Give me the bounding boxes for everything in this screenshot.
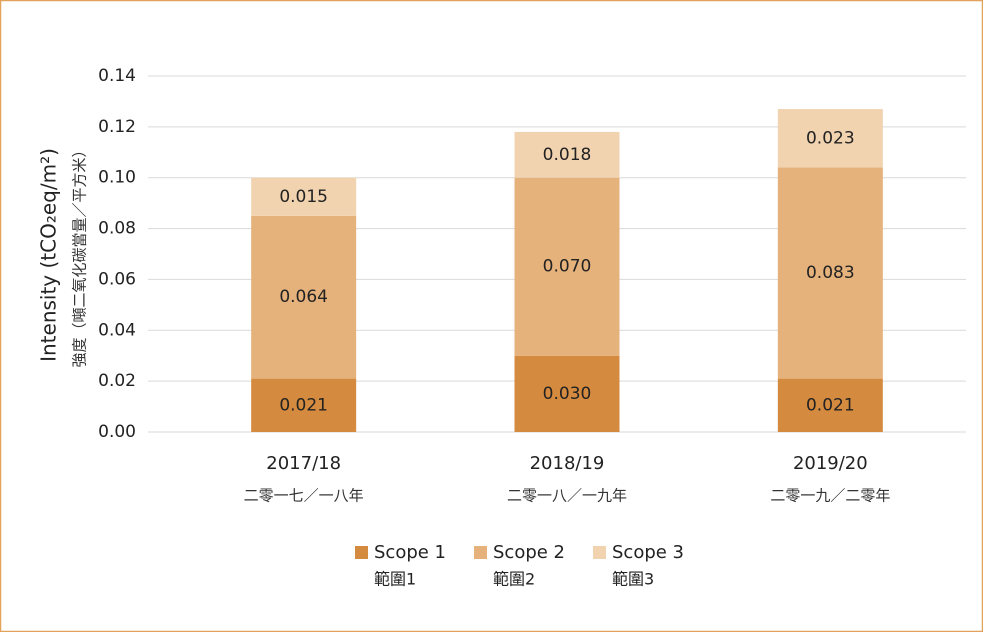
legend-swatch [474,546,487,559]
legend-label: Scope 1 [374,542,446,563]
x-tick-label-zh: 二零一八／一九年 [507,487,627,505]
data-label: 0.030 [543,384,592,404]
bar-segment [777,378,883,432]
data-label: 0.064 [279,287,328,307]
legend-swatch [355,546,368,559]
data-label: 0.015 [279,187,328,207]
x-tick-label: 2018/19 [530,453,605,474]
y-tick-label: 0.06 [98,269,136,289]
bar-segment [251,215,357,379]
y-tick-label: 0.08 [98,219,136,239]
x-tick-label-zh: 二零一七／一八年 [244,487,364,505]
y-tick-label: 0.10 [98,168,136,188]
bar-segment [777,167,883,379]
legend-label-zh: 範圍1 [374,570,416,589]
bar-segment [514,131,620,178]
bar-segment [251,378,357,432]
data-label: 0.083 [806,263,855,283]
y-tick-label: 0.04 [98,320,136,340]
x-tick-label-zh: 二零一九／二零年 [770,487,890,505]
data-label: 0.018 [543,145,592,165]
data-label: 0.070 [543,257,592,277]
legend-swatch [593,546,606,559]
data-label: 0.021 [806,395,855,415]
legend-label: Scope 3 [612,542,684,563]
y-tick-label: 0.12 [98,117,136,137]
y-axis-label-zh: 強度（噸二氧化碳當量／平方米） [71,142,89,367]
legend-label: Scope 2 [493,542,565,563]
data-label: 0.023 [806,128,855,148]
y-tick-label: 0.00 [98,422,136,442]
y-axis-label: Intensity (tCO₂eq/m²) [37,148,61,362]
bar-segment [514,177,620,356]
legend-label-zh: 範圍3 [612,570,654,589]
y-tick-label: 0.14 [98,66,136,86]
legend-label-zh: 範圍2 [493,570,535,589]
bar-segment [777,109,883,168]
bar-segment [514,355,620,432]
x-tick-label: 2017/18 [266,453,341,474]
data-label: 0.021 [279,395,328,415]
bar-segment [251,177,357,216]
y-tick-label: 0.02 [98,371,136,391]
x-tick-label: 2019/20 [793,453,868,474]
